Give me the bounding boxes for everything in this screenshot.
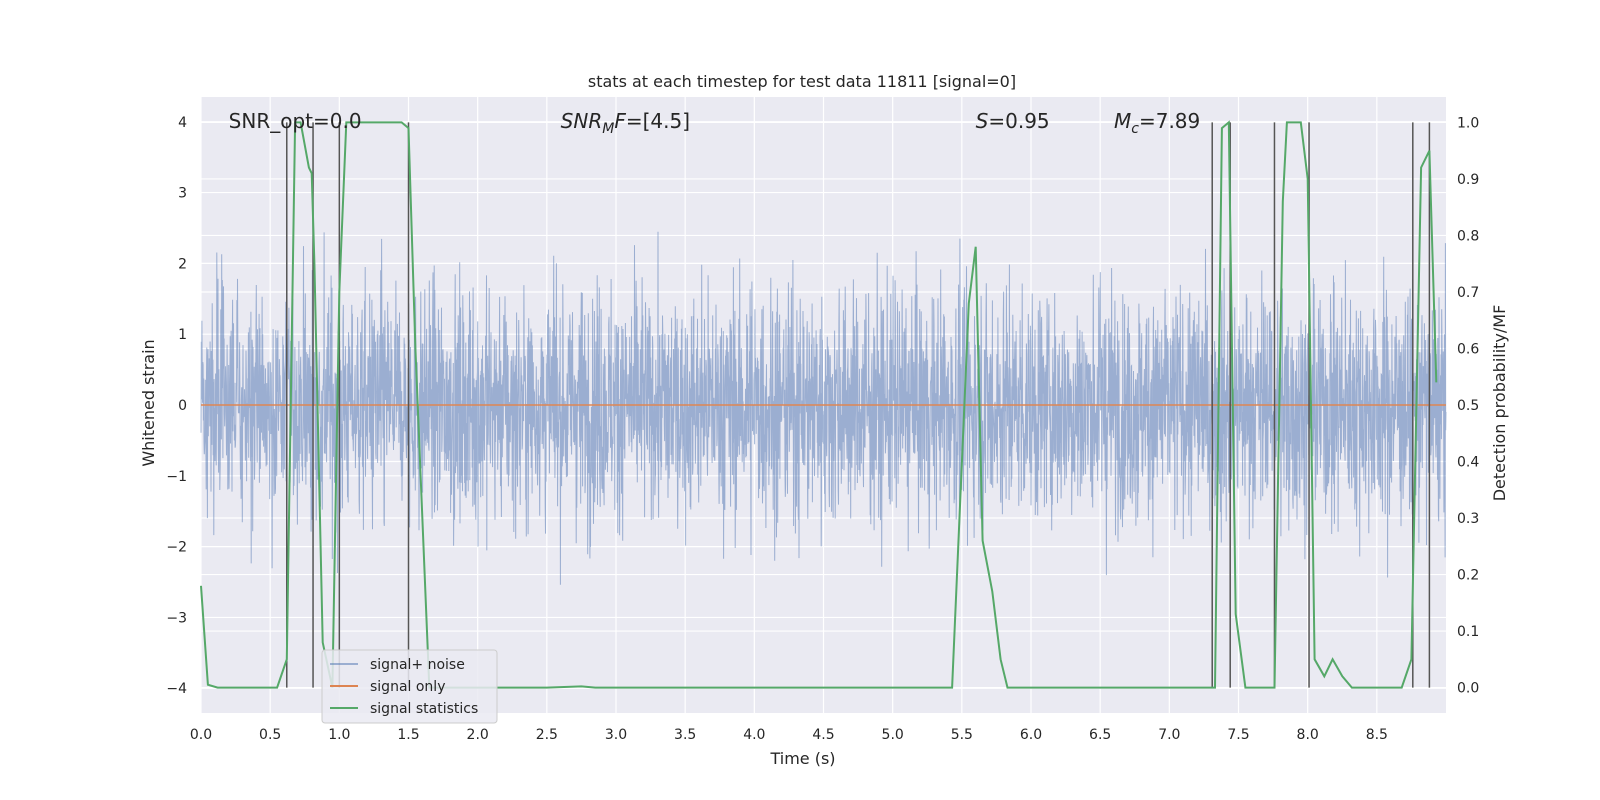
x-axis-label: Time (s) (769, 749, 835, 768)
y-left-tick-label: 4 (178, 115, 187, 131)
x-tick-label: 6.0 (1020, 727, 1042, 743)
y-left-tick-label: 1 (178, 327, 187, 343)
x-tick-label: 2.0 (467, 727, 489, 743)
x-tick-label: 6.5 (1089, 727, 1111, 743)
annotation: SNRMF=[4.5] (561, 109, 690, 137)
x-tick-label: 7.5 (1227, 727, 1249, 743)
legend-label: signal only (370, 679, 445, 695)
y-left-tick-label: −1 (166, 469, 187, 485)
annotation: Mc=7.89 (1114, 109, 1200, 137)
x-tick-label: 8.5 (1366, 727, 1388, 743)
y-right-tick-label: 0.7 (1457, 285, 1479, 301)
annotation: SNR_opt=0.0 (229, 109, 362, 133)
x-tick-label: 0.5 (259, 727, 281, 743)
legend: signal+ noise signal only signal statistic… (321, 649, 498, 724)
y-right-tick-label: 1.0 (1457, 115, 1479, 131)
x-tick-label: 5.0 (882, 727, 904, 743)
x-tick-label: 1.5 (397, 727, 419, 743)
x-tick-label: 5.5 (951, 727, 973, 743)
x-tick-label: 1.0 (328, 727, 350, 743)
y-right-tick-label: 0.1 (1457, 624, 1479, 640)
signal-statistics-line (200, 120, 1438, 689)
x-tick-label: 7.0 (1158, 727, 1180, 743)
series-signal-statistics (200, 120, 1438, 689)
y-axis-left-ticks: −4 −3 −2 −1 0 1 2 3 4 (166, 115, 187, 697)
detection-vertical-lines (286, 122, 1431, 688)
annotation: S=0.95 (976, 109, 1050, 133)
x-tick-label: 8.0 (1297, 727, 1319, 743)
x-tick-label: 0.0 (190, 727, 212, 743)
y-right-tick-label: 0.3 (1457, 511, 1479, 527)
y-axis-right-label: Detection probability/MF (1490, 305, 1509, 502)
y-left-tick-label: 0 (178, 398, 187, 414)
x-tick-label: 4.5 (812, 727, 834, 743)
y-right-tick-label: 0.2 (1457, 568, 1479, 584)
y-right-tick-label: 0.9 (1457, 172, 1479, 188)
y-right-tick-label: 0.6 (1457, 341, 1479, 357)
chart-title: stats at each timestep for test data 118… (588, 72, 1016, 91)
annotations: SNR_opt=0.0 SNRMF=[4.5] S=0.95 Mc=7.89 (229, 109, 1201, 137)
y-left-tick-label: 3 (178, 186, 187, 202)
legend-label: signal+ noise (370, 657, 465, 673)
y-left-tick-label: −3 (166, 610, 187, 626)
legend-box (321, 649, 498, 724)
y-axis-left-label: Whitened strain (139, 339, 158, 466)
x-tick-label: 2.5 (536, 727, 558, 743)
y-axis-right-ticks: 0.0 0.1 0.2 0.3 0.4 0.5 0.6 0.7 0.8 0.9 1.0 (1457, 115, 1479, 696)
x-tick-label: 3.0 (605, 727, 627, 743)
y-left-tick-label: 2 (178, 256, 187, 272)
x-axis-ticks: 0.0 0.5 1.0 1.5 2.0 2.5 3.0 3.5 4.0 4.5 5.0 5.5 6.0 6… (190, 727, 1388, 743)
y-right-tick-label: 0.0 (1457, 681, 1479, 697)
y-left-tick-label: −4 (166, 681, 187, 697)
x-tick-label: 4.0 (743, 727, 765, 743)
legend-label: signal statistics (370, 701, 478, 717)
x-tick-label: 3.5 (674, 727, 696, 743)
y-left-tick-label: −2 (166, 540, 187, 556)
y-right-tick-label: 0.5 (1457, 398, 1479, 414)
y-right-tick-label: 0.4 (1457, 455, 1479, 471)
y-right-tick-label: 0.8 (1457, 228, 1479, 244)
